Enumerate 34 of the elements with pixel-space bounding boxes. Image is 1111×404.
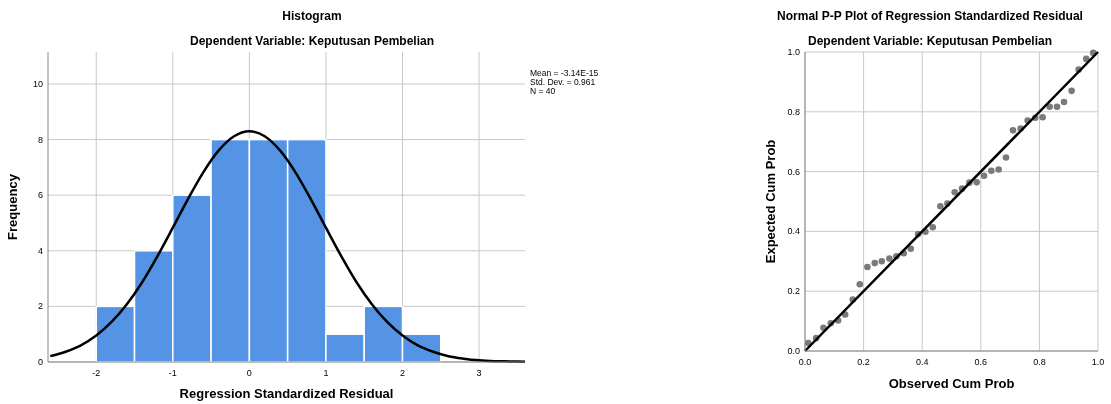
y-tick-label: 0.8 (787, 106, 800, 117)
y-tick-label: 6 (37, 190, 43, 201)
x-tick-label: 0.2 (857, 357, 870, 367)
y-axis-title: Frequency (5, 173, 20, 240)
x-tick-label: 1.0 (1091, 357, 1105, 367)
x-tick-label: 2 (399, 368, 405, 378)
x-tick-label: 0 (246, 368, 252, 378)
text: Mean = -3.14E-15 (530, 68, 599, 78)
chart-subtitle: Dependent Variable: Keputusan Pembelian (189, 34, 435, 48)
text: Std. Dev. = 0.961 (530, 77, 596, 87)
chart-title: Histogram (282, 9, 342, 23)
x-tick-label: 1 (323, 368, 329, 378)
chart-subtitle: Dependent Variable: Keputusan Pembelian (807, 34, 1053, 48)
y-tick-label: 10 (32, 78, 43, 89)
text: N = 40 (530, 86, 556, 96)
y-tick-label: 0.2 (787, 286, 800, 297)
x-tick-label: 0.4 (915, 357, 929, 367)
y-tick-label: 1.0 (787, 47, 800, 57)
chart-title: Normal P-P Plot of Regression Standardized Residual (777, 9, 1083, 23)
y-tick-label: 4 (37, 245, 43, 256)
x-tick-label: 0.0 (798, 357, 812, 367)
x-tick-label: 0.6 (974, 357, 988, 367)
x-axis-title: Regression Standardized Residual (179, 386, 394, 401)
y-tick-label: 8 (37, 134, 43, 145)
y-tick-label: 0.4 (787, 226, 800, 237)
y-tick-label: 0.6 (787, 166, 800, 177)
y-tick-label: 2 (37, 301, 43, 312)
x-tick-label: -2 (92, 368, 101, 378)
x-tick-label: -1 (168, 368, 177, 378)
x-axis-title: Observed Cum Prob (888, 376, 1015, 391)
x-tick-label: 3 (476, 368, 482, 378)
y-tick-label: 0.0 (787, 346, 800, 356)
y-axis-title: Expected Cum Prob (763, 139, 778, 264)
x-tick-label: 0.8 (1033, 357, 1046, 367)
